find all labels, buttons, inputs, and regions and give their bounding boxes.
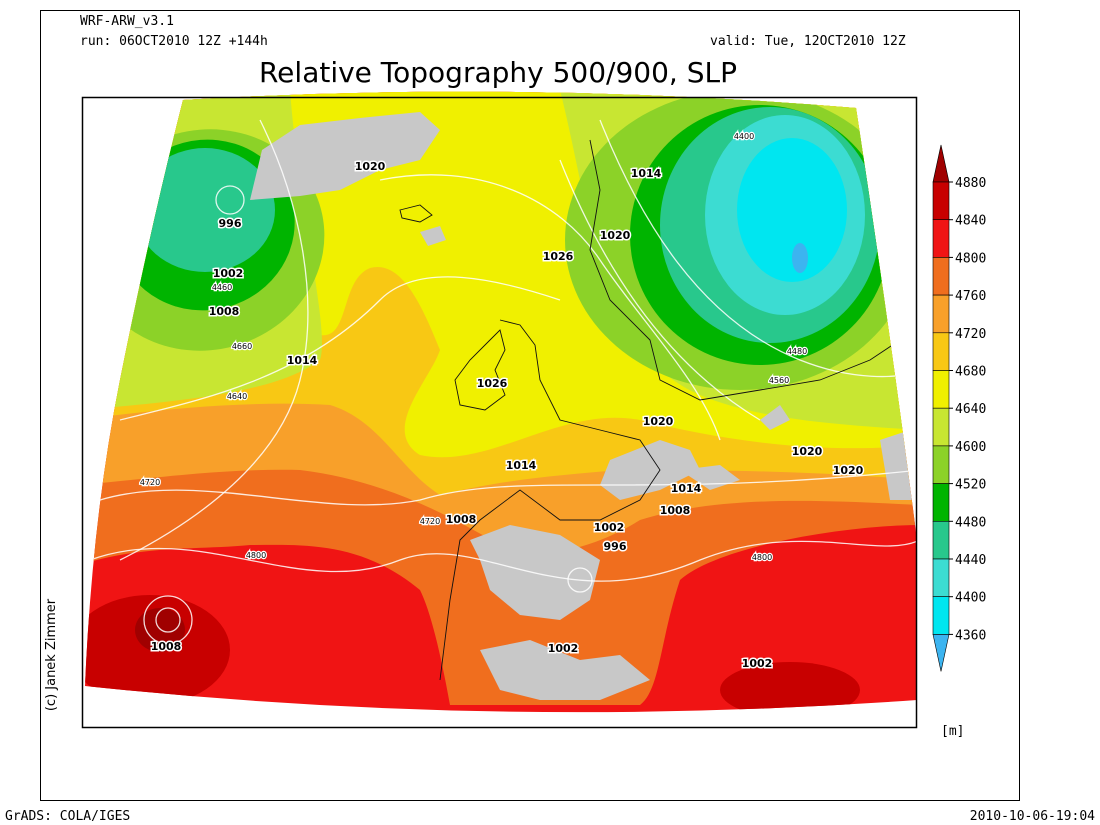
colorbar-segment [932,634,950,672]
colorbar-unit: [m] [941,724,964,739]
isobar-label: 1008 [151,640,182,653]
isobar-label: 1020 [643,415,674,428]
isobar-label: 1002 [742,657,773,670]
isobar-label: 1020 [600,229,631,242]
colorbar-segment [932,294,950,334]
contour-label: 4720 [140,478,160,487]
isobar-label: 996 [219,217,242,230]
contour-label: 4800 [752,553,772,562]
valid-label: valid: Tue, 12OCT2010 12Z [710,34,906,49]
colorbar-segment [932,181,950,221]
contour-label: 4660 [232,342,252,351]
colorbar-tick-label: 4600 [955,440,986,455]
colorbar-segment [932,257,950,296]
contour-label: 4460 [212,283,232,292]
isobar-label: 1014 [506,459,537,472]
colorbar-segment [932,596,950,635]
colorbar-tick-label: 4520 [955,478,986,493]
isobar-label: 1014 [631,167,662,180]
colorbar-segment [932,558,950,598]
contour-label: 4560 [769,376,789,385]
colorbar-segment [932,219,950,258]
contour-label: 4640 [227,392,247,401]
colorbar-tick-label: 4640 [955,402,986,417]
colorbar-tick-label: 4720 [955,327,986,342]
isobar-label: 1026 [477,377,508,390]
colorbar-segment [932,407,950,447]
map-labels: 996 1002 1008 1014 1020 1026 1014 1020 1026 1020 1… [139,131,866,672]
run-label: run: 06OCT2010 12Z +144h [80,34,268,49]
colorbar-tick-label: 4840 [955,214,986,229]
colorbar-segment [932,520,950,560]
colorbar-tick-label: 4880 [955,176,986,191]
model-label: WRF-ARW_v3.1 [80,14,174,29]
colorbar-tick-label: 4680 [955,365,986,380]
colorbar-tick-label: 4440 [955,553,986,568]
isobar-label: 1014 [671,482,702,495]
footer-left: GrADS: COLA/IGES [5,809,130,824]
contour-label: 4720 [420,517,440,526]
colorbar: 4880 4840 4800 4760 4720 4680 4640 4600 4520 4480… [932,144,986,739]
colorbar-tick-label: 4480 [955,515,986,530]
contour-label: 4480 [787,347,807,356]
colorbar-tick-label: 4800 [955,251,986,266]
colorbar-segment [932,144,950,183]
isobar-label: 996 [604,540,627,553]
isobar-label: 1002 [213,267,244,280]
credit: (c) Janek Zimmer [44,598,59,711]
contour-label: 4800 [246,551,266,560]
colorbar-segment [932,332,950,371]
map-title: Relative Topography 500/900, SLP [259,56,737,89]
isobar-label: 1008 [209,305,240,318]
colorbar-segment [932,370,950,409]
footer-right: 2010-10-06-19:04 [970,809,1095,824]
colorbar-segment [932,483,950,522]
isobar-label: 1026 [543,250,574,263]
map-frame [81,96,918,729]
isobar-label: 1008 [446,513,477,526]
isobar-label: 1002 [548,642,579,655]
outer-frame [40,10,1020,801]
isobar-label: 1020 [833,464,864,477]
isobar-label: 1008 [660,504,691,517]
contour-label: 4400 [734,132,754,141]
isobar-label: 1014 [287,354,318,367]
isobar-label: 1002 [594,521,625,534]
colorbar-tick-label: 4400 [955,591,986,606]
colorbar-tick-label: 4760 [955,289,986,304]
map-field [85,91,917,713]
colorbar-segment [932,445,950,484]
isobar-label: 1020 [792,445,823,458]
isobar-label: 1020 [355,160,386,173]
colorbar-tick-label: 4360 [955,628,986,643]
